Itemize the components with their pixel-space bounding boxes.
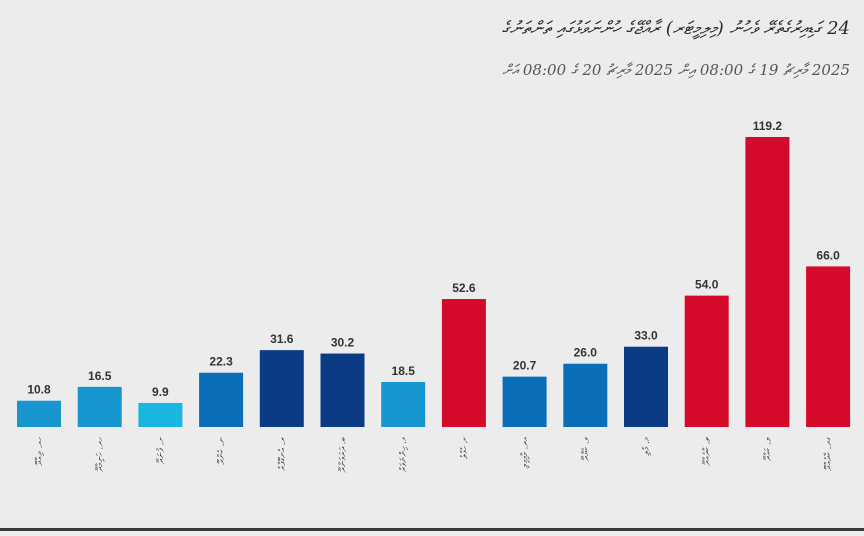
bar — [624, 346, 668, 427]
category-label: ތ. ކާދެއްދޫ — [703, 437, 713, 466]
category-label: ހދ. ހަނިމާދޫ — [96, 436, 106, 472]
bar-value-label: 9.9 — [152, 385, 169, 399]
bar — [502, 376, 547, 427]
bar-value-label: 33.0 — [634, 329, 658, 343]
bar — [199, 372, 244, 427]
chart-subtitle: 2025 މާރިޗު 19 ގެ 08:00 އިން 2025 މާރިޗު… — [502, 61, 850, 79]
bar-value-label: 66.0 — [816, 248, 840, 262]
bar — [259, 350, 304, 427]
bar — [77, 386, 122, 427]
category-label: ކ. ހުޅުލެ — [460, 437, 470, 459]
bar — [138, 402, 183, 427]
category-label: ޅ. ހިންނަވަރު — [399, 437, 409, 472]
bar — [563, 363, 608, 427]
category-label: މ. މުލި — [642, 437, 652, 456]
bar-value-label: 119.2 — [753, 119, 783, 133]
bar — [17, 400, 61, 427]
bar-value-label: 54.0 — [695, 278, 719, 292]
chart-title: 24 ގަޑިއިރުގެތެރޭ ވެހުނު (މިލިމީޓަރ) ރާއ… — [501, 18, 850, 39]
category-label: ރ. އުނގޫފާރު — [278, 436, 288, 471]
category-label: ލ. ކައްދޫ — [763, 436, 773, 461]
bar-value-label: 10.8 — [27, 383, 51, 397]
category-label: ގދ. ކާދެއްދޫ — [824, 437, 834, 471]
bar-value-label: 22.3 — [209, 355, 233, 369]
bar — [745, 137, 790, 427]
bar-value-label: 18.5 — [392, 364, 416, 378]
bar-value-label: 16.5 — [88, 369, 112, 383]
bar-value-label: 26.0 — [574, 346, 598, 360]
bar-value-label: 52.6 — [452, 281, 476, 295]
bar — [684, 295, 729, 427]
category-label: ށ. ފުނަދޫ — [156, 437, 166, 465]
category-label: ބ. ދަރަވަންދޫ — [339, 436, 349, 472]
bar — [320, 353, 365, 427]
category-label: ނ. ކެންދޫ — [217, 437, 227, 465]
bar — [381, 381, 426, 427]
category-label: ހއ. ދިއްދޫ — [35, 436, 45, 466]
category-label: ވ. ކެޔޮދޫ — [581, 437, 591, 461]
chart-baseline — [0, 528, 864, 531]
bar-value-label: 20.7 — [513, 359, 537, 373]
bar — [441, 299, 486, 427]
category-label: އދ. މާމިގިލި — [521, 437, 531, 469]
bar-value-label: 31.6 — [270, 332, 294, 346]
bar-value-label: 30.2 — [331, 336, 355, 350]
bar — [806, 266, 851, 427]
